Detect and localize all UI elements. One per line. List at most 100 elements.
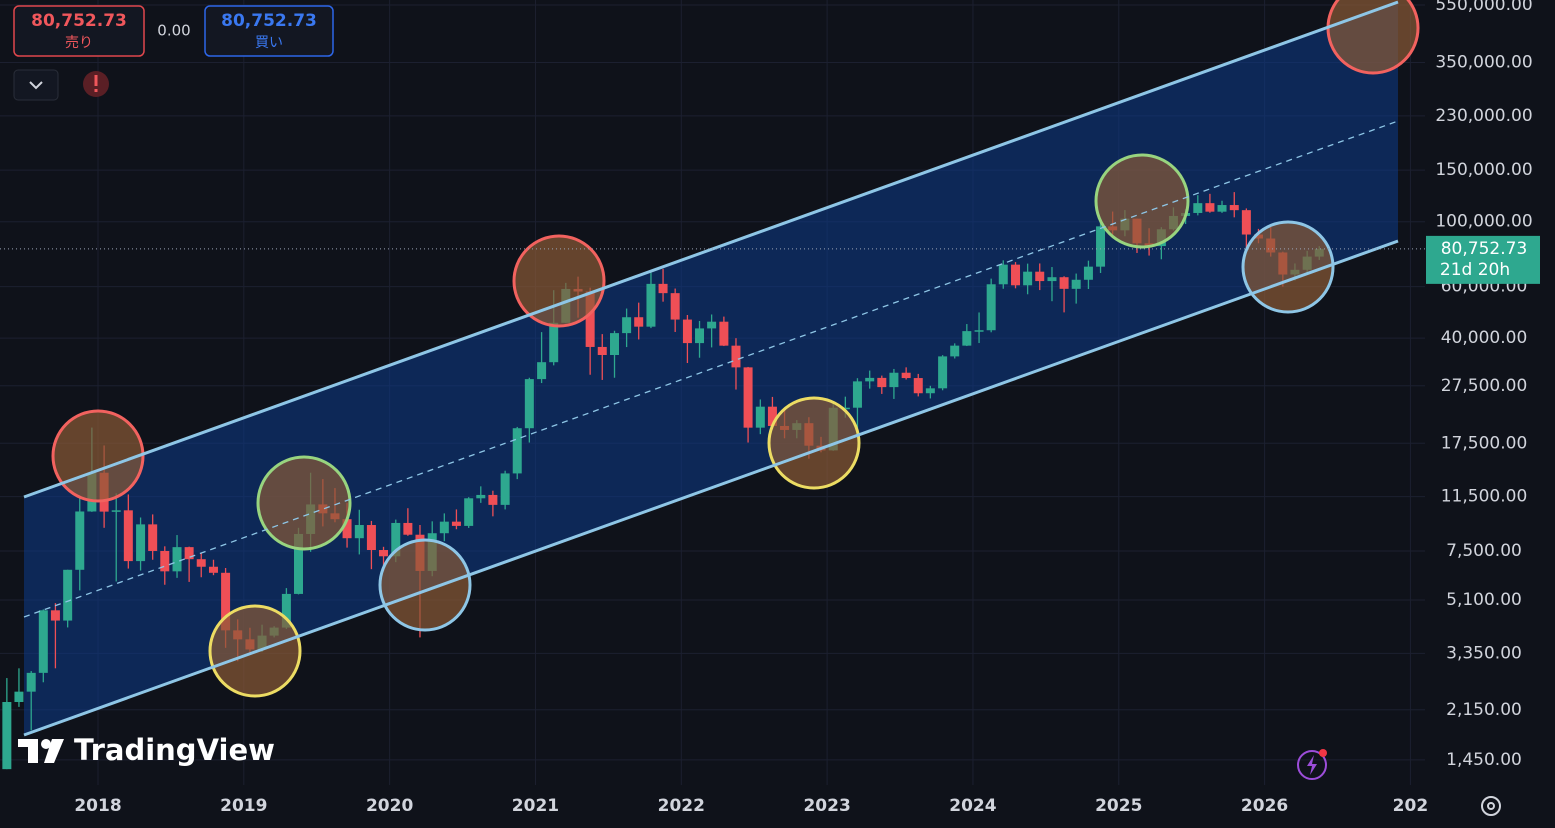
- candle-body: [524, 379, 534, 429]
- x-tick-label: 2021: [512, 796, 559, 816]
- buy-price: 80,752.73: [221, 11, 317, 31]
- candle-body: [172, 547, 182, 572]
- y-tick-label: 2,150.00: [1446, 700, 1522, 720]
- sell-button[interactable]: [13, 5, 145, 57]
- y-tick-label: 27,500.00: [1441, 376, 1528, 396]
- candle-body: [938, 356, 948, 389]
- circle: [512, 234, 606, 328]
- candle-body: [889, 372, 899, 388]
- candle-body: [1023, 271, 1033, 286]
- sell-price: 80,752.73: [31, 11, 127, 31]
- candle-body: [707, 321, 717, 329]
- circle: [256, 455, 352, 551]
- x-tick-label: 2026: [1241, 796, 1288, 816]
- candle-body: [743, 367, 753, 428]
- candle-body: [925, 388, 935, 394]
- candle-body: [2, 702, 12, 770]
- settings-icon[interactable]: [1481, 796, 1501, 816]
- candle-body: [1096, 226, 1106, 267]
- circle: [767, 396, 861, 490]
- candle-body: [342, 519, 352, 539]
- countdown-label: 21d 20h: [1440, 260, 1510, 280]
- candle-body: [123, 510, 133, 562]
- y-tick-label: 150,000.00: [1435, 160, 1532, 180]
- candle-body: [354, 525, 364, 539]
- candle-body: [75, 511, 85, 570]
- logo-part: [41, 739, 51, 749]
- candle-body: [865, 377, 875, 382]
- collapse-button[interactable]: [13, 69, 59, 101]
- candle-body: [537, 362, 547, 380]
- candle-body: [610, 333, 620, 356]
- axes: 1,450.00 2,150.00 3,350.00 5,100.00 7,500.00…: [0, 0, 1540, 816]
- candle-body: [1241, 210, 1251, 235]
- candle-body: [1011, 264, 1021, 286]
- circle: [1094, 153, 1190, 249]
- candle-body: [294, 533, 304, 594]
- warning-dot: [94, 89, 98, 92]
- sell-label: 売り: [65, 35, 93, 51]
- candle-body: [1205, 203, 1215, 212]
- candle-body: [160, 550, 170, 572]
- y-tick-label: 11,500.00: [1441, 487, 1528, 507]
- candle-body: [1059, 277, 1069, 289]
- candle-body: [767, 406, 777, 426]
- x-tick-label: 2019: [220, 796, 267, 816]
- channel-lower: [23, 239, 1399, 737]
- last-price-label: 80,752.73: [1441, 239, 1528, 259]
- candle-body: [14, 691, 24, 703]
- candle-body: [682, 319, 692, 344]
- logo: [18, 739, 64, 763]
- candle-body: [877, 377, 887, 388]
- y-tick-label: 1,450.00: [1446, 750, 1522, 770]
- candle-body: [1217, 205, 1227, 212]
- candle-body: [755, 406, 765, 428]
- candle-body: [26, 672, 36, 692]
- y-tick-label: 7,500.00: [1446, 541, 1522, 561]
- spread: 0.00: [157, 22, 190, 40]
- channel-upper: [23, 0, 1399, 499]
- y-tick-label: 550,000.00: [1435, 0, 1532, 15]
- candle-body: [281, 593, 291, 628]
- candle-body: [962, 331, 972, 346]
- candle-body: [585, 291, 595, 347]
- buy-button[interactable]: [204, 5, 334, 57]
- x-tick-label: 2020: [366, 796, 413, 816]
- candle-body: [512, 428, 522, 474]
- candle-body: [451, 521, 461, 526]
- buy-label: 買い: [255, 35, 283, 51]
- candle-body: [379, 550, 389, 557]
- x-tick-label: 2018: [74, 796, 121, 816]
- y-tick-label: 40,000.00: [1441, 328, 1528, 348]
- candle-body: [196, 559, 206, 567]
- x-tick-label: 2025: [1095, 796, 1142, 816]
- candle-body: [1193, 203, 1203, 213]
- x-tick-label: 2024: [949, 796, 996, 816]
- chevron-icon: [29, 81, 43, 90]
- settings-center: [1487, 802, 1495, 810]
- candle-body: [403, 522, 413, 535]
- candle-body: [731, 345, 741, 368]
- candle-body: [184, 547, 194, 560]
- candle-body: [208, 566, 218, 573]
- candle-body: [658, 283, 668, 294]
- y-tick-label: 350,000.00: [1435, 52, 1532, 72]
- candle-body: [476, 494, 486, 499]
- logo-part: [44, 739, 64, 763]
- candle-body: [1071, 279, 1081, 289]
- last-price-box: [1426, 235, 1540, 284]
- candle-body: [1229, 205, 1239, 211]
- candle-body: [695, 328, 705, 344]
- alert-icon[interactable]: [1297, 750, 1327, 780]
- candle-body: [670, 293, 680, 320]
- candle-body: [1035, 271, 1045, 282]
- candle-body: [597, 346, 607, 356]
- y-tick-label: 230,000.00: [1435, 106, 1532, 126]
- candle-body: [1047, 277, 1057, 282]
- lightning: [1307, 755, 1317, 775]
- candle-body: [500, 473, 510, 505]
- candle-body: [998, 264, 1008, 285]
- candle-body: [464, 498, 474, 526]
- candle-body: [38, 610, 48, 673]
- candle-body: [63, 569, 73, 621]
